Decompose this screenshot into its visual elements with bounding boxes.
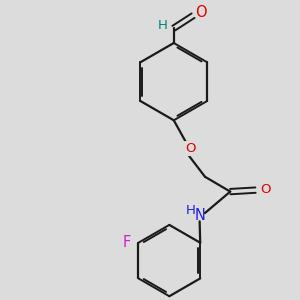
Text: O: O — [196, 5, 207, 20]
Text: H: H — [158, 19, 167, 32]
Text: N: N — [194, 208, 205, 223]
Text: O: O — [185, 142, 195, 155]
Text: O: O — [260, 183, 270, 196]
Text: H: H — [186, 204, 196, 217]
Text: F: F — [123, 235, 131, 250]
